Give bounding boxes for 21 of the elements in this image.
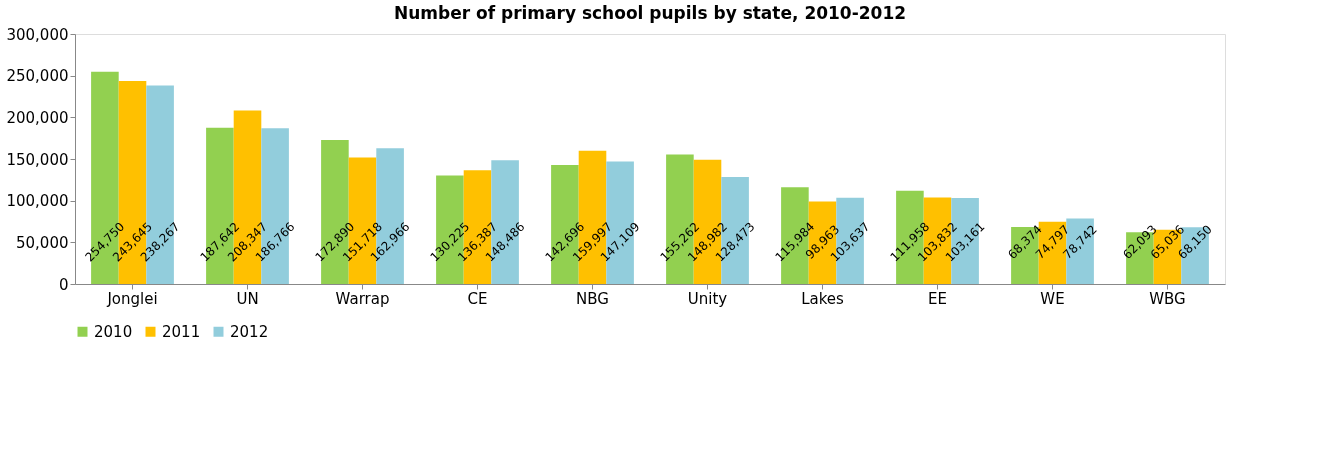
x-tick-label: EE: [928, 289, 947, 308]
x-tick-label: Jonglei: [106, 289, 158, 308]
y-tick-label: 150,000: [6, 150, 69, 169]
y-tick-label: 300,000: [6, 25, 69, 44]
x-tick-label: Unity: [687, 289, 728, 308]
legend-label: 2012: [230, 322, 269, 341]
y-tick-label: 250,000: [6, 67, 69, 86]
x-tick-label: WBG: [1149, 289, 1186, 308]
x-tick-label: Lakes: [801, 289, 845, 308]
x-tick-label: Warrap: [335, 289, 390, 308]
y-tick-label: 200,000: [6, 108, 69, 127]
x-tick-label: CE: [467, 289, 488, 308]
y-tick-label: 100,000: [6, 192, 69, 211]
chart-title: Number of primary school pupils by state, 2010-2012: [393, 3, 907, 23]
x-tick-label: NBG: [576, 289, 609, 308]
x-tick-label: UN: [236, 289, 259, 308]
y-tick-label: 0: [58, 275, 69, 294]
y-tick-label: 50,000: [16, 233, 69, 252]
legend-label: 2010: [94, 322, 133, 341]
x-tick-label: WE: [1040, 289, 1065, 308]
legend-label: 2011: [162, 322, 201, 341]
